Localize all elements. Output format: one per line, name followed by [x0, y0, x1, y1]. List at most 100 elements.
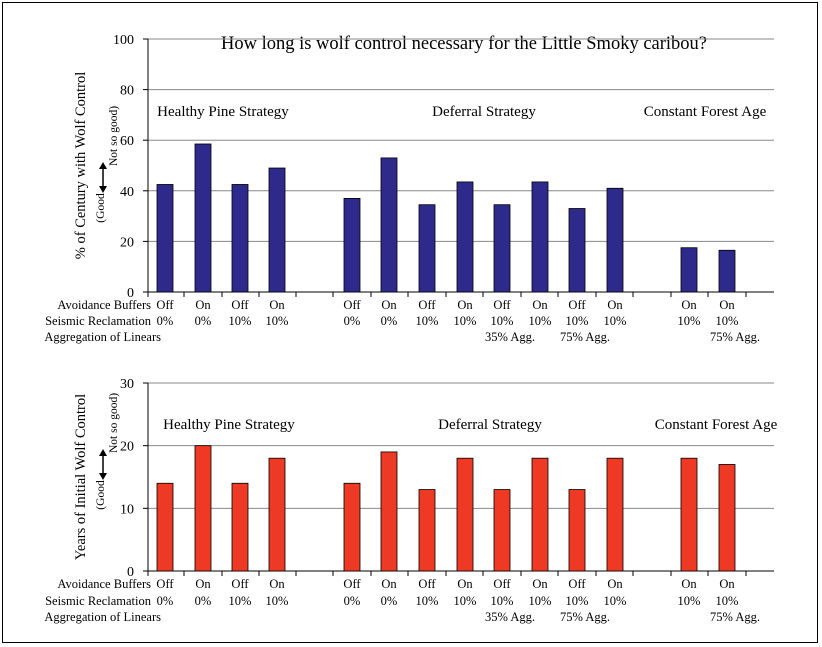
- row-label: Avoidance Buffers: [57, 298, 151, 312]
- bar-buffers-label: Off: [418, 298, 436, 312]
- bar-buffers-label: Off: [343, 298, 361, 312]
- bar-buffers-label: Off: [156, 577, 174, 591]
- bar-seismic-label: 10%: [229, 594, 252, 608]
- bar-buffers-label: On: [719, 298, 735, 312]
- row-label: Aggregation of Linears: [44, 330, 161, 344]
- bar-seismic-label: 10%: [416, 594, 439, 608]
- bar-seismic-label: 10%: [454, 594, 477, 608]
- y-tick-label: 30: [120, 377, 134, 392]
- bar-seismic-label: 10%: [604, 594, 627, 608]
- bar-buffers-label: Off: [231, 298, 249, 312]
- group-title: Deferral Strategy: [438, 417, 542, 433]
- bar-seismic-label: 0%: [381, 314, 398, 328]
- bar-seismic-label: 0%: [157, 594, 174, 608]
- bar: [194, 445, 212, 572]
- bar-buffers-label: On: [195, 298, 211, 312]
- bar-buffers-label: Off: [343, 577, 361, 591]
- y-tick-label: 80: [120, 84, 134, 99]
- bar-seismic-label: 0%: [344, 314, 361, 328]
- bar-seismic-label: 0%: [381, 594, 398, 608]
- row-label: Aggregation of Linears: [44, 610, 161, 624]
- y-tick-label: 20: [120, 440, 134, 455]
- direction-high-label: Not so good): [108, 393, 120, 453]
- direction-low-label: (Good: [95, 193, 107, 223]
- bar-seismic-label: 10%: [266, 594, 289, 608]
- bar: [456, 181, 474, 293]
- bar: [380, 451, 398, 572]
- bar: [718, 249, 736, 293]
- bar-buffers-label: On: [532, 577, 548, 591]
- bar-seismic-label: 10%: [566, 314, 589, 328]
- group-title: Healthy Pine Strategy: [157, 104, 289, 120]
- bar-seismic-label: 10%: [529, 594, 552, 608]
- bar-seismic-label: 10%: [678, 594, 701, 608]
- bar: [231, 184, 249, 293]
- bar: [680, 247, 698, 293]
- bar-buffers-label: On: [532, 298, 548, 312]
- bar: [456, 457, 474, 572]
- bar: [568, 208, 586, 293]
- y-tick-label: 40: [120, 185, 134, 200]
- row-label: Seismic Reclamation: [45, 594, 152, 608]
- bar-seismic-label: 10%: [491, 314, 514, 328]
- bar-buffers-label: Off: [156, 298, 174, 312]
- bar: [606, 187, 624, 293]
- y-tick-label: 20: [120, 235, 134, 250]
- bar-seismic-label: 10%: [454, 314, 477, 328]
- bar-buffers-label: On: [681, 577, 697, 591]
- bar: [568, 489, 586, 572]
- bar-buffers-label: Off: [493, 577, 511, 591]
- bar-seismic-label: 10%: [716, 314, 739, 328]
- bar-seismic-label: 0%: [195, 314, 212, 328]
- bar: [343, 482, 361, 572]
- bar-seismic-label: 10%: [716, 594, 739, 608]
- bar: [418, 204, 436, 293]
- bar-aggregation-label: 35% Agg.: [485, 330, 535, 344]
- y-tick-label: 100: [113, 33, 134, 48]
- bar: [156, 184, 174, 293]
- bar-buffers-label: On: [607, 577, 623, 591]
- bar-seismic-label: 0%: [157, 314, 174, 328]
- direction-arrow-down-icon: [99, 473, 107, 480]
- bar-buffers-label: On: [457, 577, 473, 591]
- y-tick-label: 10: [120, 502, 134, 517]
- row-label: Avoidance Buffers: [57, 577, 151, 591]
- y-tick-label: 0: [127, 565, 134, 580]
- direction-low-label: (Good: [95, 480, 107, 510]
- bar-seismic-label: 10%: [604, 314, 627, 328]
- group-title: Deferral Strategy: [432, 104, 536, 120]
- bar-seismic-label: 0%: [195, 594, 212, 608]
- bar: [531, 457, 549, 572]
- bar-seismic-label: 10%: [416, 314, 439, 328]
- bar: [493, 204, 511, 293]
- bar-buffers-label: On: [269, 577, 285, 591]
- bar-buffers-label: Off: [493, 298, 511, 312]
- bar: [531, 181, 549, 293]
- bar: [194, 143, 212, 293]
- bar-aggregation-label: 35% Agg.: [485, 610, 535, 624]
- group-title: Constant Forest Age: [644, 104, 767, 120]
- bar-buffers-label: On: [381, 577, 397, 591]
- bar-buffers-label: Off: [231, 577, 249, 591]
- direction-arrow-up-icon: [99, 162, 107, 169]
- bar-seismic-label: 10%: [266, 314, 289, 328]
- bar-buffers-label: On: [381, 298, 397, 312]
- direction-arrow-up-icon: [99, 449, 107, 456]
- direction-high-label: Not so good): [108, 106, 120, 166]
- bar-buffers-label: On: [195, 577, 211, 591]
- bar: [343, 197, 361, 293]
- bar: [268, 167, 286, 293]
- chart-title: How long is wolf control necessary for t…: [221, 34, 707, 54]
- bar-seismic-label: 10%: [678, 314, 701, 328]
- bar: [493, 489, 511, 572]
- bar: [418, 489, 436, 572]
- bar-buffers-label: Off: [568, 298, 586, 312]
- bar: [156, 482, 174, 572]
- bar-seismic-label: 10%: [566, 594, 589, 608]
- bar: [268, 457, 286, 572]
- bar-seismic-label: 10%: [529, 314, 552, 328]
- direction-arrow-down-icon: [99, 186, 107, 193]
- y-tick-label: 0: [127, 286, 134, 301]
- bar-aggregation-label: 75% Agg.: [560, 610, 610, 624]
- bar-buffers-label: On: [269, 298, 285, 312]
